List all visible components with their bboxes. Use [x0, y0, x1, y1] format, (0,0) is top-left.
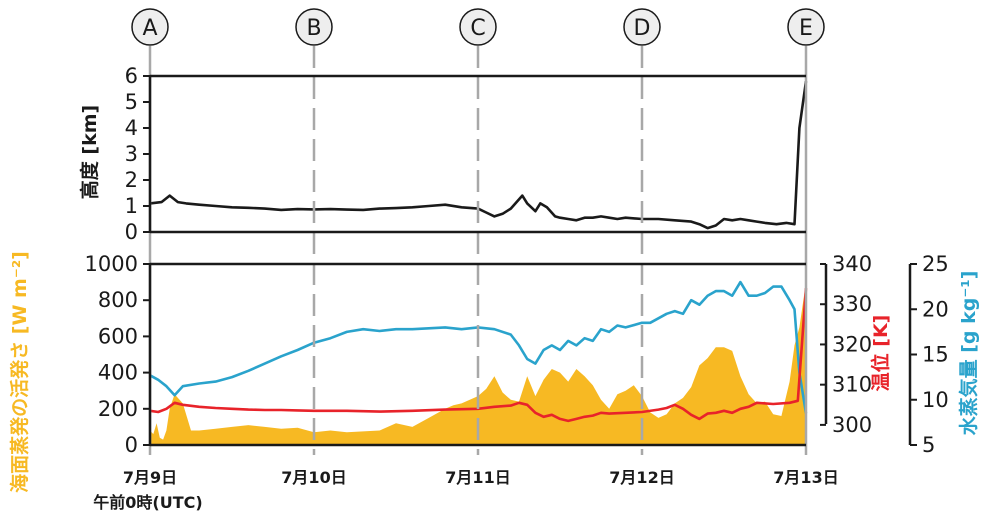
theta-tick-label: 310 — [832, 373, 872, 397]
vapor-tick-label: 25 — [922, 252, 949, 276]
evaporation-tick-label: 800 — [98, 288, 138, 312]
vapor-tick-label: 20 — [922, 297, 949, 321]
theta-tick-label: 340 — [832, 252, 872, 276]
height-tick-label: 2 — [125, 168, 138, 192]
height-tick-label: 4 — [125, 116, 138, 140]
vapor-axis-label: 水蒸気量 [g kg⁻¹] — [957, 271, 980, 436]
marker-circle — [787, 8, 825, 46]
x-axis-ticks: 7月9日 7月10日 7月11日 7月12日 7月13日 — [123, 468, 839, 487]
x-start-label: 午前0時(UTC) — [93, 493, 202, 512]
marker-circle — [131, 8, 169, 46]
vapor-tick-label: 15 — [922, 343, 949, 367]
marker-label: A — [142, 16, 157, 41]
theta-axis-label: 温位 [K] — [869, 315, 892, 392]
height-tick-label: 6 — [125, 64, 138, 88]
evaporation-tick-label: 0 — [125, 433, 138, 457]
height-axis-label: 高度 [km] — [78, 105, 101, 199]
height-tick-label: 1 — [125, 194, 138, 218]
height-panel — [149, 81, 808, 230]
marker-label: D — [634, 16, 651, 41]
marker-circle — [295, 8, 333, 46]
vapor-tick-label: 5 — [922, 433, 935, 457]
evaporation-axis-label: 海面蒸発の活発さ [W m⁻²] — [8, 251, 31, 493]
vapor-line — [149, 280, 808, 414]
axes: 0123456020040060080010003003103203303405… — [85, 46, 949, 457]
height-line — [149, 81, 808, 230]
evaporation-tick-label: 400 — [98, 361, 138, 385]
date-tick-label: 7月11日 — [445, 468, 510, 487]
time-markers: A B C D E — [131, 8, 825, 46]
marker-label: E — [799, 16, 813, 41]
date-tick-label: 7月13日 — [773, 468, 838, 487]
vapor-tick-label: 10 — [922, 388, 949, 412]
marker-circle — [459, 8, 497, 46]
theta-tick-label: 320 — [832, 332, 872, 356]
theta-line — [149, 288, 808, 423]
height-tick-label: 3 — [125, 142, 138, 166]
date-tick-label: 7月9日 — [123, 468, 177, 487]
date-tick-label: 7月10日 — [281, 468, 346, 487]
marker-label: B — [306, 16, 321, 41]
evaporation-tick-label: 1000 — [85, 252, 138, 276]
theta-tick-label: 300 — [832, 413, 872, 437]
marker-label: C — [470, 16, 485, 41]
height-tick-label: 0 — [125, 220, 138, 244]
evaporation-tick-label: 600 — [98, 324, 138, 348]
evaporation-tick-label: 200 — [98, 397, 138, 421]
marker-circle — [623, 8, 661, 46]
height-tick-label: 5 — [125, 90, 138, 114]
date-tick-label: 7月12日 — [609, 468, 674, 487]
theta-tick-label: 330 — [832, 292, 872, 316]
